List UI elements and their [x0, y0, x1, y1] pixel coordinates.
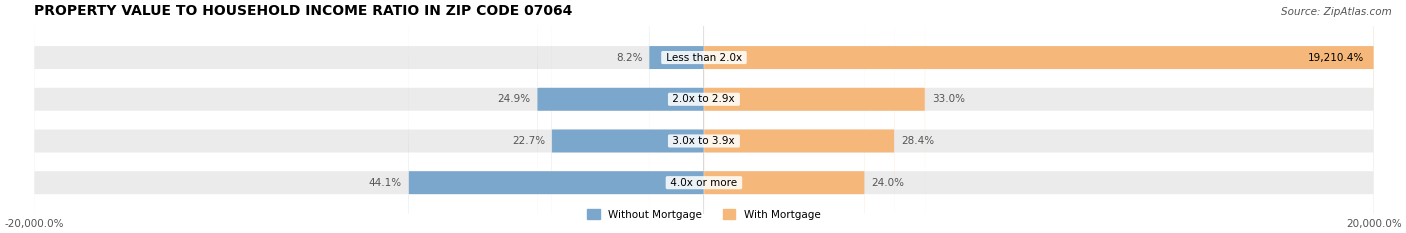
- FancyBboxPatch shape: [704, 0, 925, 233]
- FancyBboxPatch shape: [409, 0, 704, 233]
- Text: Less than 2.0x: Less than 2.0x: [662, 53, 745, 62]
- Text: PROPERTY VALUE TO HOUSEHOLD INCOME RATIO IN ZIP CODE 07064: PROPERTY VALUE TO HOUSEHOLD INCOME RATIO…: [34, 4, 572, 18]
- FancyBboxPatch shape: [650, 0, 704, 233]
- FancyBboxPatch shape: [34, 0, 1374, 233]
- Text: 44.1%: 44.1%: [368, 178, 402, 188]
- FancyBboxPatch shape: [34, 0, 1374, 233]
- Text: 28.4%: 28.4%: [901, 136, 934, 146]
- Text: 3.0x to 3.9x: 3.0x to 3.9x: [669, 136, 738, 146]
- FancyBboxPatch shape: [34, 0, 1374, 233]
- Text: 33.0%: 33.0%: [932, 94, 965, 104]
- FancyBboxPatch shape: [704, 0, 865, 233]
- FancyBboxPatch shape: [34, 0, 1374, 233]
- FancyBboxPatch shape: [537, 0, 704, 233]
- Text: 22.7%: 22.7%: [512, 136, 546, 146]
- Legend: Without Mortgage, With Mortgage: Without Mortgage, With Mortgage: [583, 205, 825, 224]
- Text: 4.0x or more: 4.0x or more: [668, 178, 741, 188]
- Text: Source: ZipAtlas.com: Source: ZipAtlas.com: [1281, 7, 1392, 17]
- FancyBboxPatch shape: [704, 0, 894, 233]
- FancyBboxPatch shape: [551, 0, 704, 233]
- Text: 8.2%: 8.2%: [616, 53, 643, 62]
- Text: 24.9%: 24.9%: [498, 94, 530, 104]
- Text: 19,210.4%: 19,210.4%: [1308, 53, 1364, 62]
- Text: 2.0x to 2.9x: 2.0x to 2.9x: [669, 94, 738, 104]
- FancyBboxPatch shape: [704, 0, 1374, 233]
- Text: 24.0%: 24.0%: [872, 178, 904, 188]
